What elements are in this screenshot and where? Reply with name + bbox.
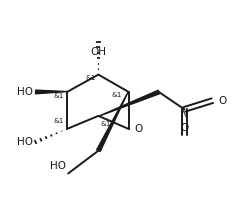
Polygon shape <box>36 90 67 94</box>
Text: OH: OH <box>90 47 106 57</box>
Text: O: O <box>218 96 227 106</box>
Text: &1: &1 <box>53 93 64 99</box>
Text: &1: &1 <box>85 75 95 81</box>
Text: &1: &1 <box>112 92 122 98</box>
Text: HO: HO <box>50 161 66 171</box>
Text: HO: HO <box>17 137 33 147</box>
Text: O: O <box>135 124 143 134</box>
Polygon shape <box>99 90 160 116</box>
Text: N: N <box>181 111 188 120</box>
Text: &1: &1 <box>100 121 110 127</box>
Text: &1: &1 <box>53 118 64 124</box>
Polygon shape <box>97 92 128 151</box>
Text: O: O <box>180 123 189 133</box>
Text: HO: HO <box>17 87 33 97</box>
